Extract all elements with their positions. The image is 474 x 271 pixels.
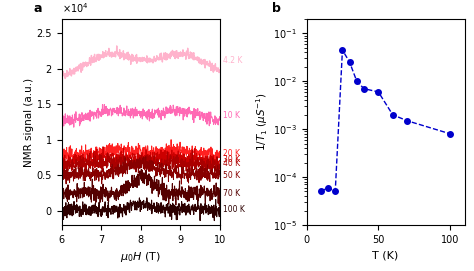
Text: 4.2 K: 4.2 K (223, 56, 242, 65)
Text: 40 K: 40 K (223, 159, 240, 168)
Y-axis label: $1/T_1$ ($\mu S^{-1}$): $1/T_1$ ($\mu S^{-1}$) (254, 93, 270, 151)
Text: 20 K: 20 K (223, 149, 240, 157)
X-axis label: T (K): T (K) (373, 250, 399, 260)
Text: $\times 10^4$: $\times 10^4$ (62, 1, 88, 15)
Text: 70 K: 70 K (223, 189, 240, 198)
Text: a: a (33, 2, 42, 15)
Text: 10 K: 10 K (223, 111, 240, 120)
Text: b: b (272, 2, 281, 15)
Text: 50 K: 50 K (223, 171, 240, 180)
Text: 30 K: 30 K (223, 155, 240, 164)
Y-axis label: NMR signal (a.u.): NMR signal (a.u.) (24, 78, 34, 166)
Text: 100 K: 100 K (223, 205, 245, 214)
X-axis label: $\mu_0H$ (T): $\mu_0H$ (T) (120, 250, 161, 264)
